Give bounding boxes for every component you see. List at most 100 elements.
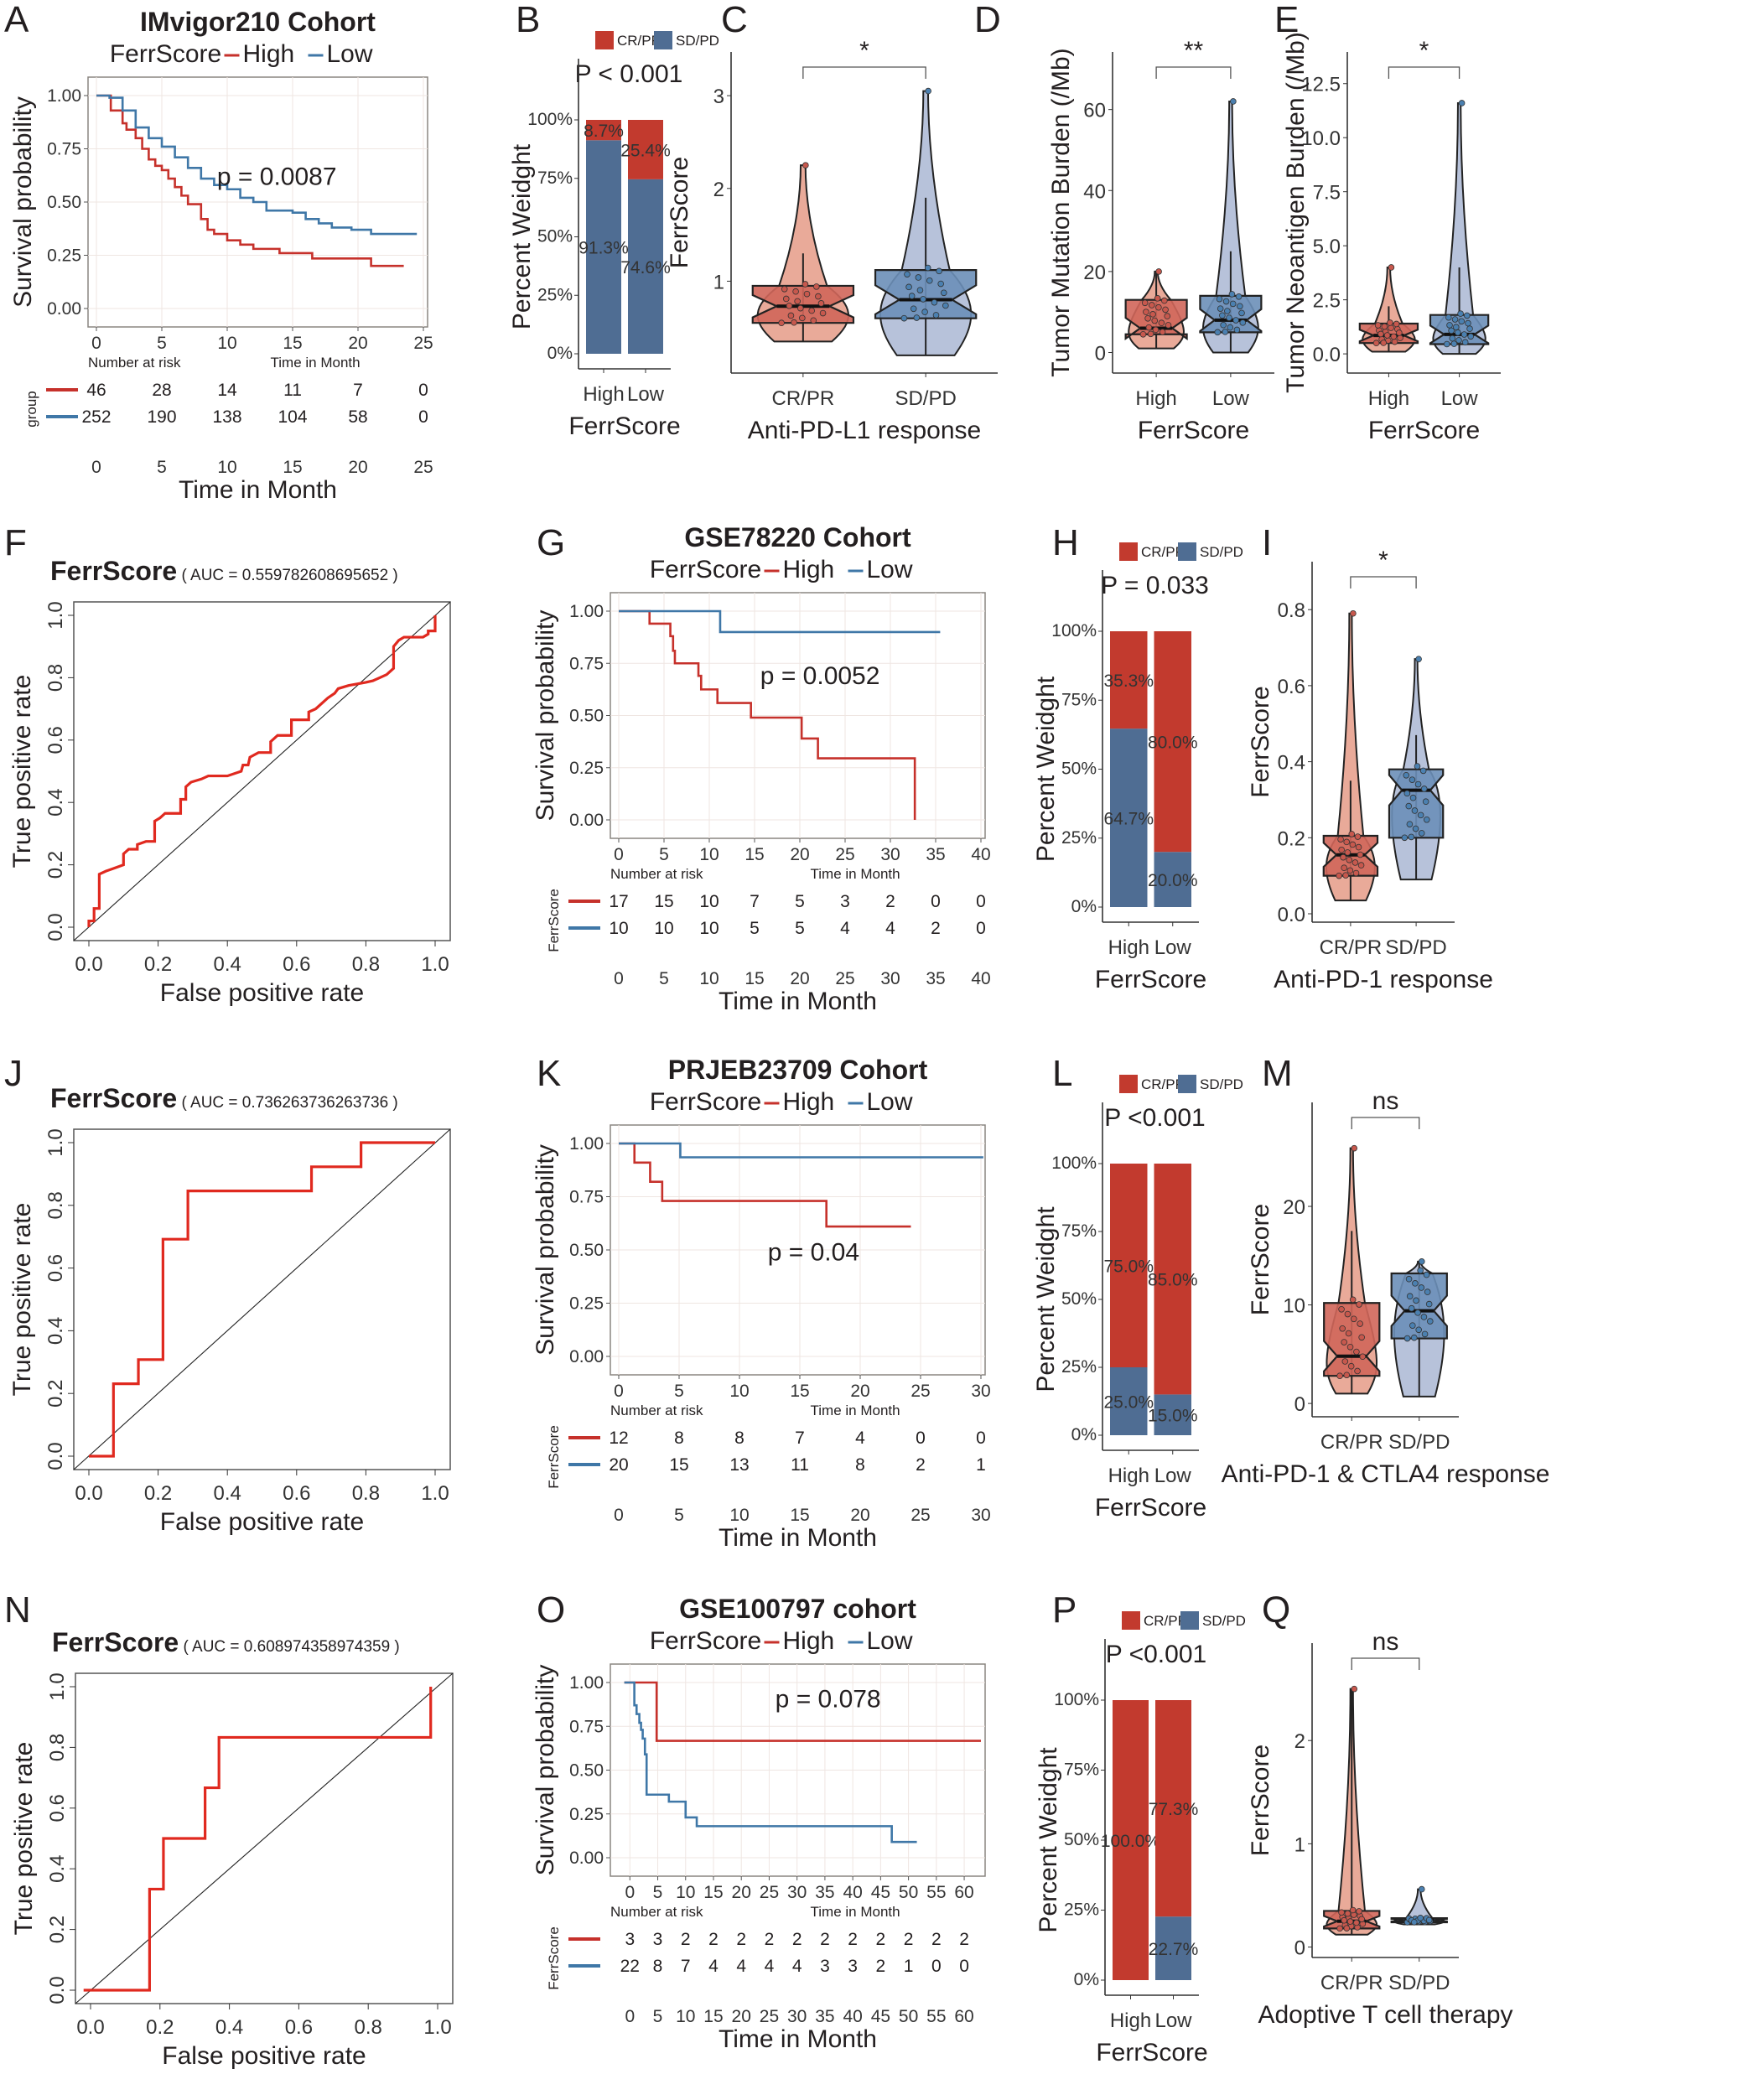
y-tick-label: 0.6 xyxy=(1278,676,1305,698)
data-point xyxy=(1377,330,1384,338)
data-point xyxy=(1344,1310,1351,1318)
risk-table-axis-title: Time in Month xyxy=(811,1403,900,1418)
data-point xyxy=(1422,798,1429,806)
data-point xyxy=(1423,816,1430,823)
km-curve-low xyxy=(619,609,941,634)
y-tick-label: 0.4 xyxy=(1278,752,1305,775)
y-tick-label: 25% xyxy=(1061,1357,1097,1377)
data-point xyxy=(1405,1275,1413,1283)
data-point xyxy=(1420,786,1428,792)
legend-label-sdpd: SD/PD xyxy=(676,33,719,49)
risk-table-cell: 8 xyxy=(734,1429,744,1448)
risk-table-group-label: group xyxy=(23,391,39,427)
bar-label-sdpd: 91.3% xyxy=(578,239,629,258)
p-value-label: p = 0.078 xyxy=(776,1685,881,1713)
km-curve-low xyxy=(624,1681,917,1843)
box-low xyxy=(1199,294,1263,334)
y-tick-label: 0.0 xyxy=(46,1976,69,2004)
data-point xyxy=(1237,303,1243,310)
x-axis-title: Time in Month xyxy=(719,988,877,1015)
data-point xyxy=(1356,1301,1362,1308)
y-tick-label: 0.75 xyxy=(569,1717,604,1736)
x-tick-label: 10 xyxy=(699,845,719,864)
risk-table-cell: 252 xyxy=(81,407,111,427)
data-point-max xyxy=(925,87,931,95)
panel-c: C 1 2 3 FerrScore * CR/PR SD/PD Anti-PD-L1 respo… xyxy=(666,0,998,444)
data-point xyxy=(937,280,944,288)
risk-x-tick-label: 55 xyxy=(926,2007,946,2026)
data-point xyxy=(1338,1305,1345,1313)
y-tick-label: 1 xyxy=(713,271,724,293)
risk-table-cell: 20 xyxy=(609,1455,628,1475)
data-point xyxy=(1147,330,1154,338)
data-point-max xyxy=(1351,1685,1358,1693)
y-tick-label: 0.6 xyxy=(44,726,67,754)
risk-table-cell: 0 xyxy=(418,381,428,400)
y-axis-title: Percent Weidght xyxy=(1032,676,1060,862)
data-point xyxy=(1405,802,1413,810)
bar-segment-crpr xyxy=(1113,1700,1149,1980)
panel-letter: I xyxy=(1262,522,1272,563)
data-point xyxy=(1415,1326,1422,1334)
data-point xyxy=(905,283,912,291)
risk-table-cell: 10 xyxy=(654,919,673,938)
chart-title: IMvigor210 Cohort xyxy=(140,7,376,37)
panel-f: F FerrScore ( AUC = 0.559782608695652 ) 0.… xyxy=(4,522,451,1007)
data-point xyxy=(1343,1371,1351,1379)
data-point xyxy=(1451,316,1459,323)
data-point xyxy=(1164,313,1171,319)
y-tick-label: 0.25 xyxy=(47,246,81,266)
x-tick-label: 5 xyxy=(659,845,669,864)
data-point xyxy=(1344,849,1351,856)
risk-x-tick-label: 10 xyxy=(729,1506,749,1525)
bar-label-sdpd: 20.0% xyxy=(1148,871,1198,890)
data-point-max xyxy=(1351,1144,1358,1152)
y-axis-title: FerrScore xyxy=(1247,1204,1274,1315)
data-point xyxy=(787,312,795,319)
y-tick-label: 10.0 xyxy=(1301,127,1341,150)
x-tick-label: 15 xyxy=(744,845,764,864)
bar-segment-sdpd xyxy=(1154,852,1191,907)
data-point xyxy=(1235,293,1243,300)
risk-table-cell: 5 xyxy=(750,919,760,938)
risk-table-header: Number at risk xyxy=(88,355,181,371)
data-point xyxy=(1465,319,1471,327)
significance-bracket xyxy=(1155,66,1232,79)
data-point xyxy=(1346,856,1353,863)
x-tick-label: 45 xyxy=(871,1883,890,1902)
data-point xyxy=(1154,295,1161,302)
risk-x-tick-label: 40 xyxy=(843,2007,862,2026)
bar-label-crpr: 85.0% xyxy=(1148,1271,1198,1290)
y-axis-title: FerrScore xyxy=(1247,686,1274,797)
data-point xyxy=(1144,314,1151,322)
risk-x-tick-label: 30 xyxy=(787,2007,807,2026)
x-tick-label: 10 xyxy=(676,1883,695,1902)
risk-table-cell: 0 xyxy=(418,407,428,427)
legend-title: FerrScore xyxy=(110,40,221,68)
risk-x-tick-label: 15 xyxy=(283,458,302,477)
legend-title: FerrScore xyxy=(650,1627,761,1655)
data-point xyxy=(1446,322,1453,329)
y-tick-label: 75% xyxy=(1061,1221,1097,1241)
y-tick-label: 5.0 xyxy=(1313,236,1341,258)
risk-table-cell: 7 xyxy=(750,892,760,911)
risk-x-tick-label: 15 xyxy=(703,2007,723,2026)
risk-table-cell: 4 xyxy=(855,1429,865,1448)
data-point xyxy=(1450,340,1458,347)
risk-table-cell: 2 xyxy=(820,1930,830,1949)
y-tick-label: 7.5 xyxy=(1313,182,1341,205)
legend-label-low: Low xyxy=(867,1088,913,1116)
significance-label: ns xyxy=(1372,1628,1399,1656)
risk-table-cell: 0 xyxy=(916,1429,926,1448)
y-axis-title: Survival probability xyxy=(532,610,559,822)
data-point xyxy=(813,283,820,290)
bar-label-crpr: 8.7% xyxy=(584,122,624,141)
risk-table-cell: 4 xyxy=(765,1957,775,1976)
x-tick-label: 0 xyxy=(625,1883,635,1902)
bar-segment-crpr xyxy=(628,120,663,179)
diagonal-reference-line xyxy=(73,601,451,941)
y-axis-title: True positive rate xyxy=(10,1742,38,1936)
legend-label-crpr: CR/PR xyxy=(1141,1076,1185,1092)
